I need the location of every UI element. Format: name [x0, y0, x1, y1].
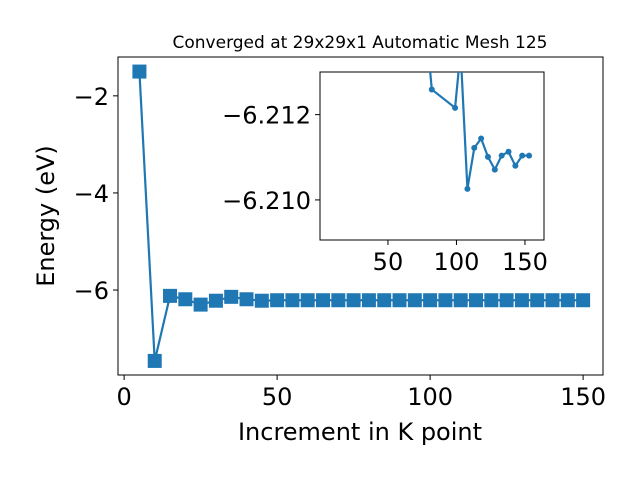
x-tick-label: 100	[434, 248, 480, 276]
marker	[316, 293, 331, 308]
marker	[423, 293, 438, 308]
marker	[147, 353, 162, 368]
chart-title: Converged at 29x29x1 Automatic Mesh 125	[173, 33, 548, 53]
marker	[254, 293, 269, 308]
x-tick-label: 100	[407, 383, 453, 411]
y-tick-label: −6	[74, 277, 109, 305]
marker	[361, 293, 376, 308]
y-tick-label: −6.212	[222, 102, 311, 130]
marker	[423, 26, 429, 32]
marker	[428, 86, 435, 93]
marker	[163, 288, 178, 303]
marker	[560, 293, 575, 308]
marker	[300, 293, 315, 308]
x-tick-label: 150	[560, 383, 606, 411]
marker	[484, 153, 491, 160]
marker	[505, 148, 512, 155]
marker	[453, 293, 468, 308]
marker	[346, 293, 361, 308]
marker	[464, 185, 471, 192]
marker	[576, 293, 591, 308]
marker	[132, 64, 147, 79]
x-axis-label: Increment in K point	[238, 418, 482, 446]
marker	[499, 293, 514, 308]
marker	[392, 293, 407, 308]
y-tick-label: −6.210	[222, 187, 311, 215]
marker	[208, 293, 223, 308]
marker	[285, 293, 300, 308]
marker	[484, 293, 499, 308]
marker	[407, 293, 422, 308]
marker	[224, 289, 239, 304]
marker	[377, 293, 392, 308]
marker	[530, 293, 545, 308]
marker	[519, 152, 526, 159]
marker	[469, 293, 484, 308]
marker	[193, 297, 208, 312]
x-tick-label: 0	[116, 383, 131, 411]
marker	[331, 293, 346, 308]
marker	[178, 292, 193, 307]
marker	[270, 293, 285, 308]
marker	[498, 152, 505, 159]
marker	[478, 135, 485, 142]
marker	[514, 293, 529, 308]
series	[423, 26, 533, 192]
x-tick-label: 150	[502, 248, 548, 276]
y-axis-label: Energy (eV)	[32, 145, 60, 287]
marker	[545, 293, 560, 308]
y-tick-label: −2	[74, 83, 109, 111]
marker	[471, 144, 478, 151]
marker	[512, 162, 519, 169]
marker	[438, 293, 453, 308]
y-tick-label: −4	[74, 180, 109, 208]
marker	[239, 292, 254, 307]
plot-area	[319, 71, 545, 241]
marker	[452, 104, 459, 111]
x-tick-label: 50	[373, 248, 404, 276]
series	[132, 64, 591, 368]
marker	[526, 152, 533, 159]
marker	[491, 166, 498, 173]
x-tick-label: 50	[262, 383, 293, 411]
